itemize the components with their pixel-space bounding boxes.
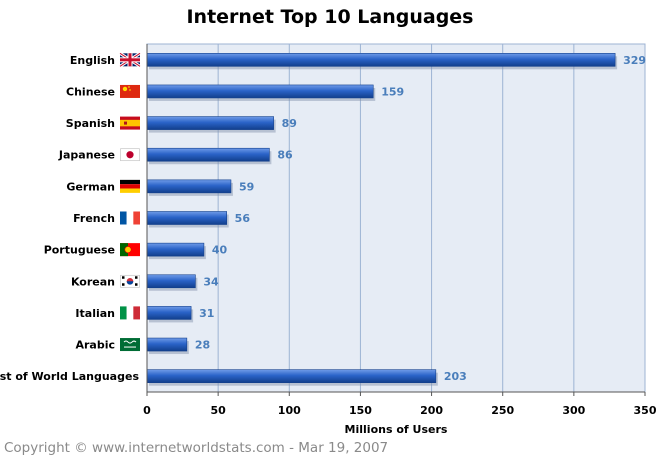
data-label: 329 xyxy=(623,54,646,67)
bar xyxy=(146,306,192,320)
bar xyxy=(146,337,188,352)
china-flag-icon xyxy=(120,84,140,98)
bar xyxy=(146,242,205,257)
x-tick-label: 200 xyxy=(420,404,443,417)
data-label: 59 xyxy=(239,180,254,193)
data-label: 203 xyxy=(444,370,467,383)
bar xyxy=(146,116,274,130)
italy-flag-icon xyxy=(120,306,140,320)
data-label: 31 xyxy=(199,307,214,320)
x-tick-label: 150 xyxy=(349,404,372,417)
x-tick-label: 0 xyxy=(143,404,151,417)
x-tick-label: 350 xyxy=(634,404,657,417)
bar xyxy=(146,147,270,162)
germany-flag-icon xyxy=(120,179,140,193)
france-flag-icon xyxy=(120,211,140,225)
uk-flag-icon xyxy=(119,52,141,68)
y-tick-label: English xyxy=(70,54,115,67)
plot-area xyxy=(146,43,646,393)
x-axis-title: Millions of Users xyxy=(345,423,448,436)
bar xyxy=(146,274,196,289)
y-tick-label: German xyxy=(66,180,115,193)
y-tick-label: Italian xyxy=(75,307,115,320)
bar xyxy=(146,53,616,67)
bars: 329 159 89 86 59 56 40 34 31 28 203 xyxy=(146,53,646,386)
data-label: 89 xyxy=(282,117,297,130)
data-label: 28 xyxy=(195,339,210,352)
bar xyxy=(146,211,227,225)
x-tick-label: 250 xyxy=(491,404,514,417)
y-tick-label: Portuguese xyxy=(44,244,115,257)
chart: Internet Top 10 Languages 329 159 89 86 59 56… xyxy=(0,6,657,436)
copyright-footer: Copyright © www.internetworldstats.com -… xyxy=(4,440,389,456)
y-tick-label: Arabic xyxy=(75,339,115,352)
data-label: 34 xyxy=(203,275,219,288)
y-tick-label: Japanese xyxy=(58,149,115,162)
x-tick-label: 300 xyxy=(562,404,585,417)
y-tick-label: Spanish xyxy=(66,117,115,130)
data-label: 159 xyxy=(381,85,404,98)
x-axis-ticks: 0 50 100 150 200 250 300 350 xyxy=(143,392,657,417)
data-label: 56 xyxy=(235,212,251,225)
spain-flag-icon xyxy=(120,116,140,130)
bar xyxy=(146,369,437,383)
data-label: 40 xyxy=(212,244,228,257)
category-labels: English Chinese Spanish Japanese German Frenc… xyxy=(0,54,139,383)
x-tick-label: 100 xyxy=(278,404,301,417)
x-tick-label: 50 xyxy=(210,404,226,417)
portugal-flag-icon xyxy=(120,243,140,257)
y-tick-label: Rest of World Languages xyxy=(0,370,139,383)
y-tick-label: Korean xyxy=(71,275,115,288)
korea-flag-icon xyxy=(120,274,140,288)
y-tick-label: French xyxy=(73,212,115,225)
gridlines xyxy=(217,44,575,392)
flags xyxy=(119,52,141,352)
y-tick-label: Chinese xyxy=(66,85,115,98)
saudi-arabia-flag-icon xyxy=(120,338,140,352)
chart-title: Internet Top 10 Languages xyxy=(186,6,473,28)
bar xyxy=(146,84,374,99)
data-label: 86 xyxy=(277,149,293,162)
bar xyxy=(146,179,232,194)
japan-flag-icon xyxy=(120,148,140,162)
